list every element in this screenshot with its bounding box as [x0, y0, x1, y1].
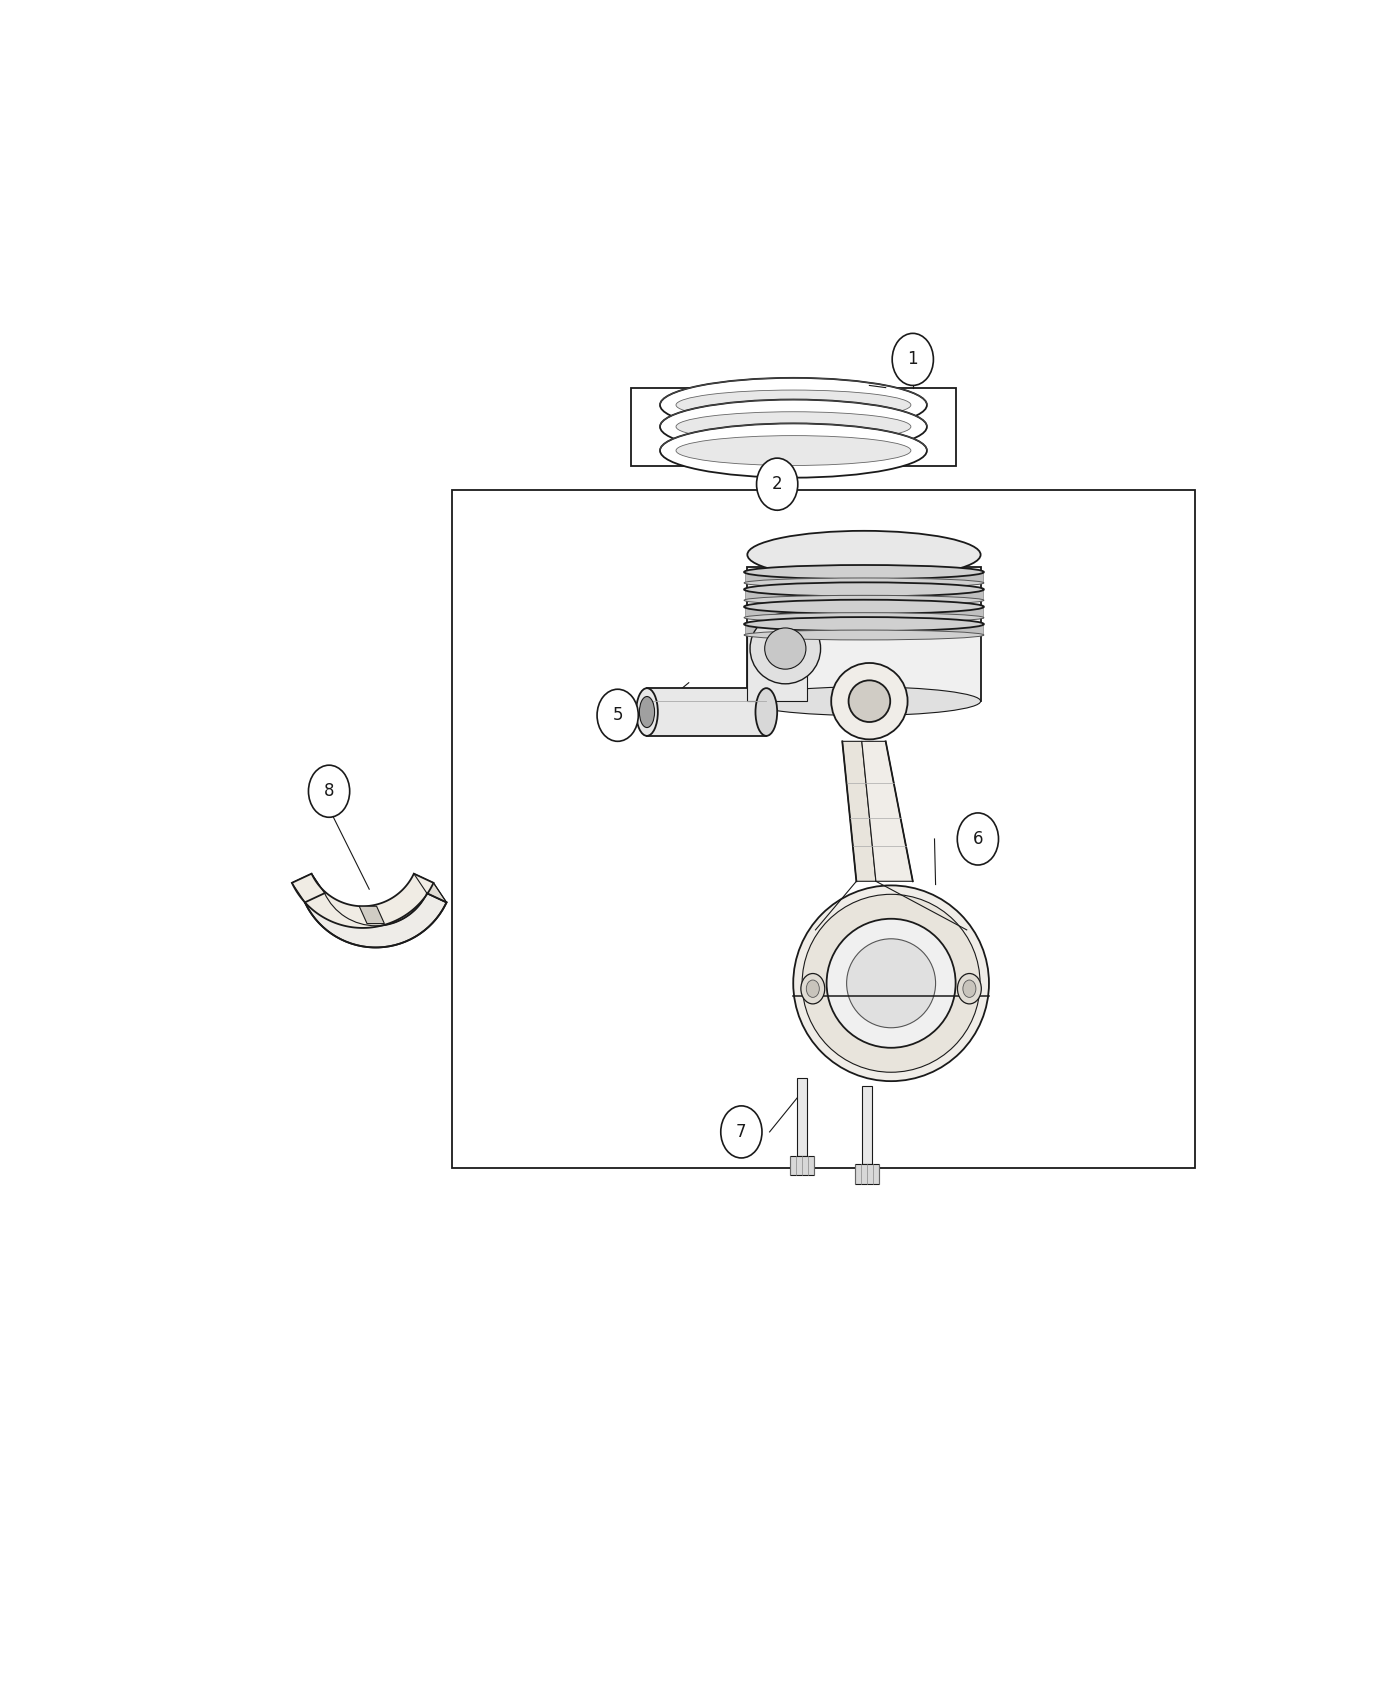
Bar: [790, 1156, 815, 1175]
Bar: [745, 590, 983, 600]
Bar: [745, 624, 983, 636]
Bar: [797, 1078, 806, 1156]
Ellipse shape: [892, 333, 934, 386]
Ellipse shape: [743, 578, 984, 588]
Ellipse shape: [958, 974, 981, 1005]
Bar: [745, 573, 983, 583]
Ellipse shape: [676, 435, 911, 466]
Ellipse shape: [750, 614, 820, 683]
Polygon shape: [293, 874, 434, 928]
Text: 6: 6: [973, 830, 983, 848]
Ellipse shape: [743, 631, 984, 639]
Bar: [748, 566, 980, 700]
Ellipse shape: [743, 617, 984, 631]
Ellipse shape: [802, 894, 980, 1073]
Text: 5: 5: [612, 706, 623, 724]
Text: 7: 7: [736, 1124, 746, 1141]
Ellipse shape: [743, 583, 984, 597]
Ellipse shape: [958, 813, 998, 865]
Ellipse shape: [806, 979, 819, 998]
Ellipse shape: [832, 663, 907, 740]
Ellipse shape: [748, 530, 980, 578]
Ellipse shape: [308, 765, 350, 818]
Ellipse shape: [794, 886, 988, 1081]
Ellipse shape: [676, 411, 911, 442]
Polygon shape: [862, 741, 913, 881]
Text: 1: 1: [907, 350, 918, 369]
Bar: [745, 607, 983, 617]
Text: 8: 8: [323, 782, 335, 801]
Ellipse shape: [756, 457, 798, 510]
Ellipse shape: [963, 979, 976, 998]
Ellipse shape: [743, 595, 984, 605]
Ellipse shape: [764, 627, 806, 670]
Ellipse shape: [756, 688, 777, 736]
Ellipse shape: [801, 974, 825, 1005]
Bar: [630, 388, 956, 466]
Ellipse shape: [743, 600, 984, 614]
Bar: [855, 1164, 879, 1183]
Ellipse shape: [826, 918, 956, 1047]
Polygon shape: [843, 741, 876, 881]
Ellipse shape: [659, 377, 927, 432]
Ellipse shape: [848, 680, 890, 722]
Ellipse shape: [659, 423, 927, 478]
Polygon shape: [360, 906, 385, 923]
Ellipse shape: [596, 688, 638, 741]
Bar: [647, 688, 766, 736]
Ellipse shape: [659, 400, 927, 454]
Ellipse shape: [743, 564, 984, 580]
Bar: [862, 1086, 872, 1164]
Ellipse shape: [636, 688, 658, 736]
Bar: [452, 490, 1196, 1168]
Text: 2: 2: [771, 476, 783, 493]
Polygon shape: [305, 892, 447, 947]
Polygon shape: [293, 874, 325, 903]
Ellipse shape: [676, 389, 911, 420]
Ellipse shape: [847, 938, 935, 1028]
Ellipse shape: [748, 687, 980, 716]
Polygon shape: [748, 629, 806, 700]
Ellipse shape: [721, 1107, 762, 1158]
Ellipse shape: [640, 697, 655, 728]
Polygon shape: [414, 874, 447, 903]
Ellipse shape: [743, 612, 984, 622]
